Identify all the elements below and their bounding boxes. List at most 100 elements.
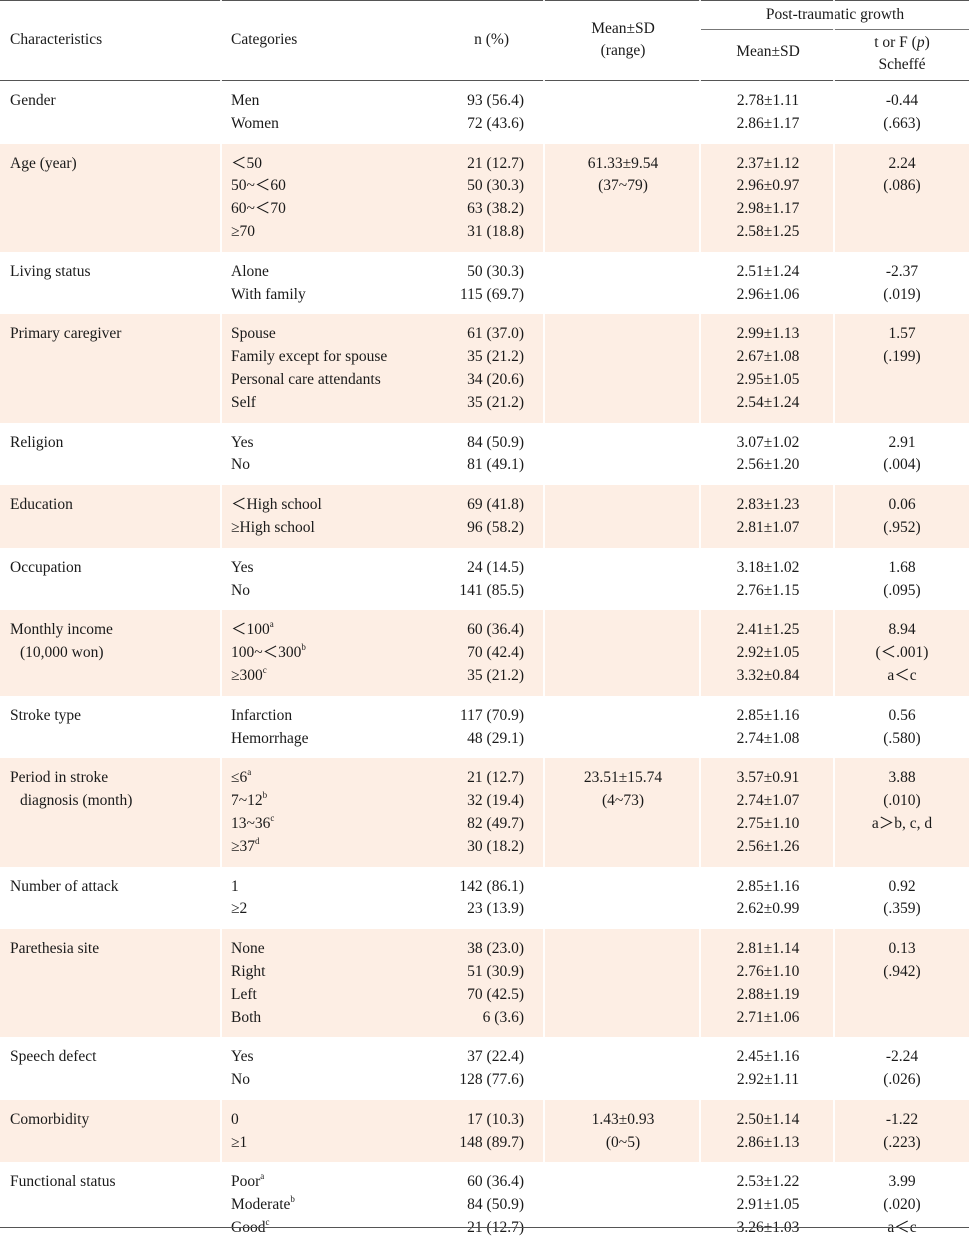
category-cell: Yes No — [231, 1046, 254, 1092]
ptg-mean-sd-cell: 3.18±1.02 2.76±1.15 — [701, 557, 835, 603]
characteristic-cell: Comorbidity — [10, 1109, 89, 1132]
characteristic-label: Age (year) — [10, 154, 77, 172]
statistic-cell: 2.24 (.086) — [835, 153, 969, 199]
table-header: Characteristics Categories n (%) Mean±SD… — [0, 0, 969, 81]
statistic-cell: 0.56 (.580) — [835, 705, 969, 751]
category-cell: Yes No — [231, 432, 254, 478]
category-text: 100~＜300 — [231, 644, 302, 662]
n-percent-value: 21 (12.7) — [467, 1219, 524, 1237]
n-percent-value: 115 (69.7) — [460, 285, 524, 303]
category-label: Moderateb — [231, 1194, 295, 1217]
mean-sd-value: 61.33±9.54 — [587, 154, 659, 172]
ptg-mean-sd-cell: 3.07±1.02 2.56±1.20 — [701, 432, 835, 478]
characteristic-label: Comorbidity — [10, 1110, 90, 1128]
statistic-value: (.223) — [883, 1133, 921, 1151]
statistic-value: -0.44 — [885, 92, 919, 109]
category-text: 13~36 — [231, 814, 271, 832]
ptg-mean-sd-value: 2.50±1.14 — [736, 1110, 800, 1128]
category-label: 0 — [231, 1109, 247, 1132]
category-label: 50~＜60 — [231, 175, 286, 198]
category-superscript: c — [270, 812, 275, 823]
header-characteristics: Characteristics — [10, 31, 103, 48]
n-percent-value: 51 (30.9) — [467, 962, 524, 980]
category-label: Alone — [231, 261, 306, 284]
category-label: Family except for spouse — [231, 346, 387, 369]
ptg-mean-sd-value: 2.85±1.16 — [736, 706, 800, 724]
n-percent-value: 117 (70.9) — [460, 706, 524, 724]
header-n-percent: n (%) — [474, 31, 509, 48]
statistic-cell: 8.94 (＜.001) a＜c — [835, 619, 969, 687]
n-percent-value: 81 (49.1) — [467, 456, 524, 474]
table-body: Gender Men Women 93 (56.4) 72 (43.6) 2.78±1.1… — [0, 81, 969, 1248]
category-text: Moderate — [231, 1196, 291, 1214]
statistic-cell: 1.68 (.095) — [835, 557, 969, 603]
n-percent-cell: 50 (30.3) 115 (69.7) — [400, 261, 524, 307]
ptg-mean-sd-value: 2.78±1.11 — [736, 92, 800, 109]
header-t-or-f-suffix: ) — [924, 34, 930, 51]
category-superscript: b — [301, 641, 306, 652]
category-label: Infarction — [231, 705, 308, 728]
table-row: Comorbidity 0 ≥1 17 (10.3) 148 (89.7) 1.43±0.… — [0, 1099, 969, 1163]
category-text: None — [231, 940, 265, 958]
category-text: No — [231, 1071, 250, 1089]
category-label: ≥1 — [231, 1132, 247, 1155]
table-row: Functional status Poora Moderateb Goodc 60 (… — [0, 1162, 969, 1247]
column-gap — [833, 0, 835, 1228]
statistic-value: (.010) — [883, 792, 921, 810]
category-label: 7~12b — [231, 790, 274, 813]
category-label: ≤6a — [231, 767, 274, 790]
category-text: No — [231, 456, 250, 474]
category-cell: 1 ≥2 — [231, 876, 247, 922]
ptg-mean-sd-value: 2.76±1.15 — [736, 581, 800, 599]
category-superscript: c — [262, 664, 267, 675]
ptg-mean-sd-value: 2.37±1.12 — [736, 154, 800, 172]
characteristic-cell: Living status — [10, 261, 91, 284]
table-row: Living status Alone With family 50 (30.3) 11… — [0, 252, 969, 315]
category-text: 1 — [231, 877, 239, 895]
statistic-value: -2.37 — [885, 262, 919, 280]
characteristic-cell: Parethesia site — [10, 938, 99, 961]
n-percent-value: 70 (42.5) — [467, 985, 524, 1003]
n-percent-value: 96 (58.2) — [467, 518, 524, 536]
category-label: 1 — [231, 876, 247, 899]
ptg-mean-sd-cell: 2.85±1.16 2.74±1.08 — [701, 705, 835, 751]
category-label: No — [231, 580, 254, 603]
ptg-mean-sd-value: 2.92±1.05 — [736, 644, 800, 662]
statistic-value: 8.94 — [888, 621, 916, 639]
category-label: No — [231, 1069, 254, 1092]
statistic-value: 1.57 — [888, 325, 916, 343]
n-percent-value: 84 (50.9) — [467, 433, 524, 451]
header-mean-sd-line1: Mean±SD — [591, 20, 655, 37]
n-percent-value: 69 (41.8) — [467, 496, 524, 514]
characteristic-cell: Primary caregiver — [10, 323, 121, 346]
ptg-mean-sd-cell: 2.85±1.16 2.62±0.99 — [701, 876, 835, 922]
characteristic-label: Living status — [10, 262, 91, 280]
category-text: Yes — [231, 433, 254, 451]
n-percent-value: 24 (14.5) — [467, 558, 524, 576]
category-label: Left — [231, 984, 265, 1007]
category-cell: 0 ≥1 — [231, 1109, 247, 1155]
statistic-value: (.942) — [883, 962, 921, 980]
n-percent-cell: 17 (10.3) 148 (89.7) — [400, 1109, 524, 1155]
n-percent-cell: 61 (37.0) 35 (21.2) 34 (20.6) 35 (21.2) — [400, 323, 524, 414]
mean-sd-cell: 23.51±15.74 (4~73) — [545, 767, 701, 813]
category-text: Left — [231, 985, 257, 1003]
category-text: ≥300 — [231, 666, 263, 684]
category-text: Spouse — [231, 325, 276, 343]
table-row: Age (year) ＜50 50~＜60 60~＜70 ≥70 21 (12.7) 50 … — [0, 143, 969, 252]
category-text: ＜50 — [231, 154, 263, 172]
category-text: 0 — [231, 1110, 239, 1128]
table-row: Primary caregiver Spouse Family except for… — [0, 314, 969, 423]
ptg-mean-sd-value: 2.45±1.16 — [736, 1048, 800, 1066]
n-percent-value: 70 (42.4) — [467, 644, 524, 662]
n-percent-value: 6 (3.6) — [482, 1008, 524, 1026]
n-percent-value: 35 (21.2) — [467, 348, 524, 366]
table-row: Number of attack 1 ≥2 142 (86.1) 23 (13.9) 2.… — [0, 867, 969, 930]
ptg-mean-sd-value: 3.18±1.02 — [736, 558, 800, 576]
ptg-mean-sd-cell: 2.78±1.11 2.86±1.17 — [701, 90, 835, 136]
n-percent-value: 30 (18.2) — [467, 837, 524, 855]
characteristic-cell: Number of attack — [10, 876, 118, 899]
n-percent-cell: 69 (41.8) 96 (58.2) — [400, 494, 524, 540]
mean-sd-value: 23.51±15.74 — [583, 769, 663, 787]
